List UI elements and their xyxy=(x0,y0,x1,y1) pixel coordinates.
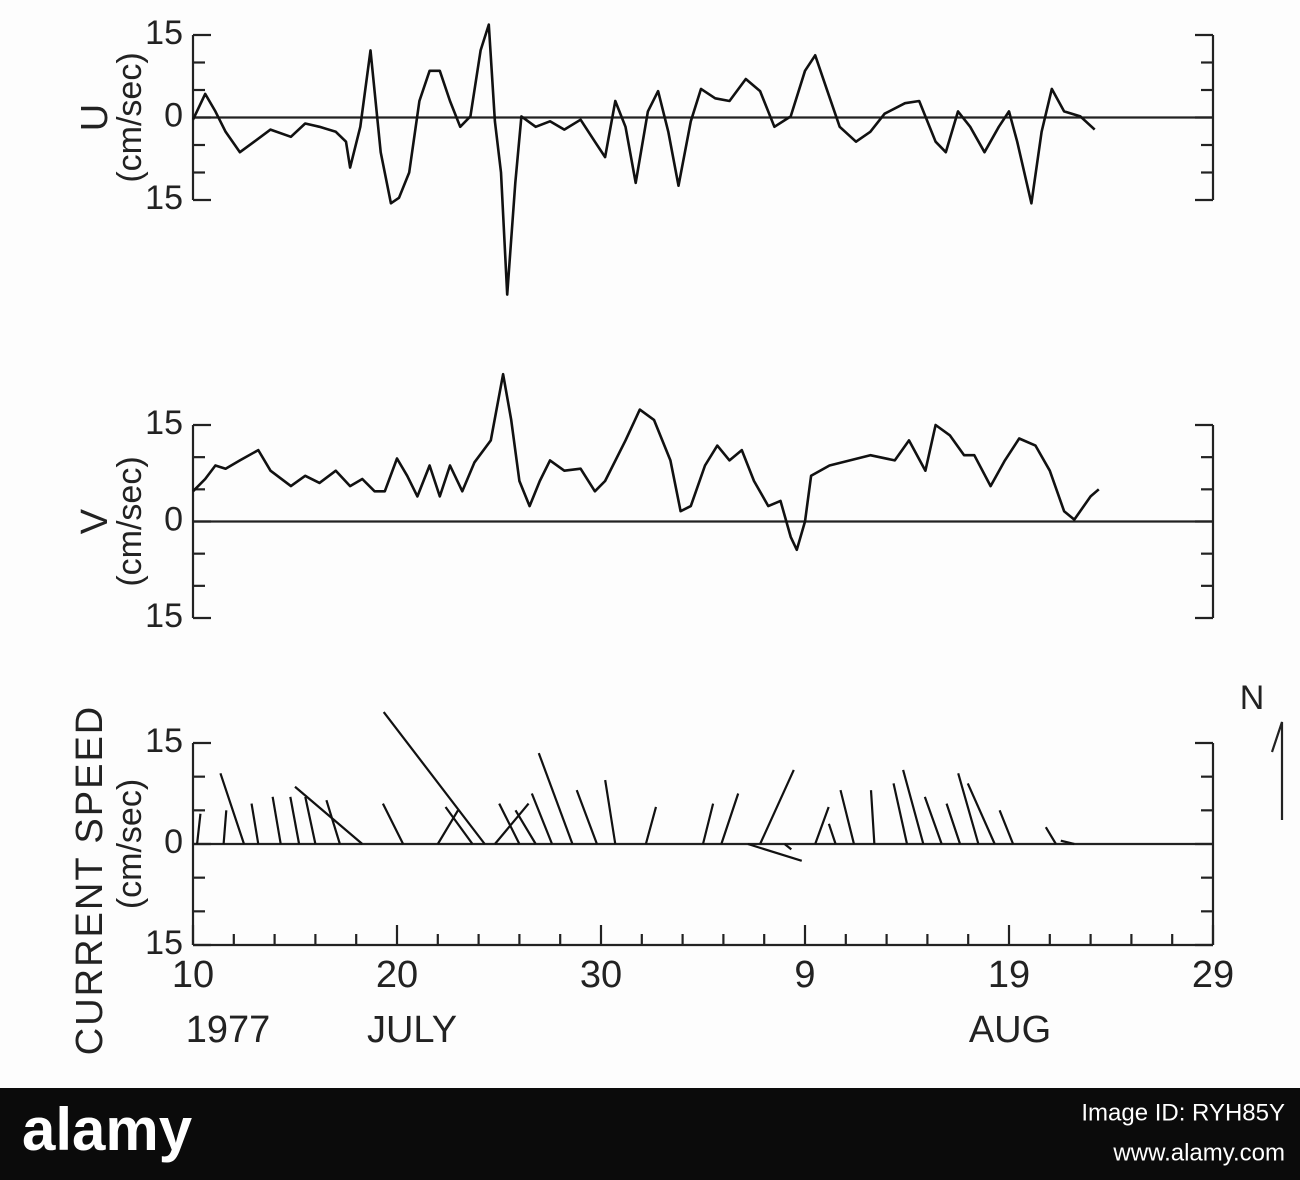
data-line xyxy=(191,23,1096,296)
y-tick-label: 15 xyxy=(145,179,183,217)
y-tick-label: 0 xyxy=(164,96,183,134)
brand: alamy xyxy=(22,1096,193,1163)
y-tick-label: 15 xyxy=(145,597,183,635)
stick xyxy=(530,793,554,845)
stick xyxy=(195,813,202,845)
x-tick-label: 10 xyxy=(172,954,214,996)
stick xyxy=(966,782,996,845)
stick xyxy=(575,789,598,845)
stick xyxy=(381,803,405,845)
stick xyxy=(250,803,260,845)
stick xyxy=(382,711,486,845)
stick xyxy=(869,790,876,845)
stick xyxy=(498,803,521,845)
stick xyxy=(494,802,530,845)
stick xyxy=(289,796,301,845)
stick xyxy=(222,810,228,845)
y-tick-label: 15 xyxy=(145,722,183,760)
stick xyxy=(271,796,282,845)
y-unit: (cm/sec) xyxy=(111,779,149,909)
north-arrow xyxy=(1270,721,1284,820)
stick xyxy=(1060,839,1075,846)
stick xyxy=(998,809,1015,845)
stick xyxy=(219,772,246,845)
y-tick-label: 15 xyxy=(145,404,183,442)
y-unit: (cm/sec) xyxy=(111,52,149,182)
x-tick-label: 19 xyxy=(988,954,1030,996)
data-line xyxy=(192,372,1100,552)
stick xyxy=(945,803,962,845)
footer-bar xyxy=(0,1088,1300,1180)
stick xyxy=(604,779,617,845)
x-tick-label: 9 xyxy=(794,954,815,996)
y-label: U xyxy=(74,104,116,131)
stick xyxy=(436,809,459,845)
stick xyxy=(325,799,341,845)
y-tick-label: 15 xyxy=(145,924,183,962)
stick xyxy=(304,796,317,845)
stick xyxy=(957,772,980,845)
stick xyxy=(701,803,715,845)
y-tick-label: 0 xyxy=(164,500,183,538)
stick xyxy=(759,769,795,845)
stick xyxy=(644,806,658,845)
background xyxy=(0,0,1300,1088)
stick xyxy=(783,843,793,851)
year-label: 1977 xyxy=(186,1009,271,1051)
x-tick-label: 29 xyxy=(1192,954,1234,996)
stick xyxy=(827,823,837,845)
url: www.alamy.com xyxy=(1112,1139,1285,1166)
x-tick-label: 30 xyxy=(580,954,622,996)
y-label: CURRENT SPEED xyxy=(69,705,111,1055)
y-tick-label: 15 xyxy=(145,14,183,52)
stick xyxy=(294,785,364,845)
stick xyxy=(747,842,803,862)
stick xyxy=(923,796,943,845)
stick xyxy=(892,783,909,845)
y-unit: (cm/sec) xyxy=(111,456,149,586)
north-label: N xyxy=(1240,679,1265,717)
stick xyxy=(444,806,474,845)
stick xyxy=(537,752,574,845)
y-label: V xyxy=(74,508,116,534)
y-tick-label: 0 xyxy=(164,823,183,861)
month-label: JULY xyxy=(367,1009,457,1051)
stick xyxy=(814,806,830,845)
stick xyxy=(514,809,537,845)
image-id: Image ID: RYH85Y xyxy=(1081,1099,1285,1126)
stick xyxy=(839,789,856,845)
month-label: AUG xyxy=(969,1009,1051,1051)
stick xyxy=(902,769,925,845)
stick xyxy=(720,793,740,845)
stick xyxy=(1044,826,1057,845)
x-tick-label: 20 xyxy=(376,954,418,996)
